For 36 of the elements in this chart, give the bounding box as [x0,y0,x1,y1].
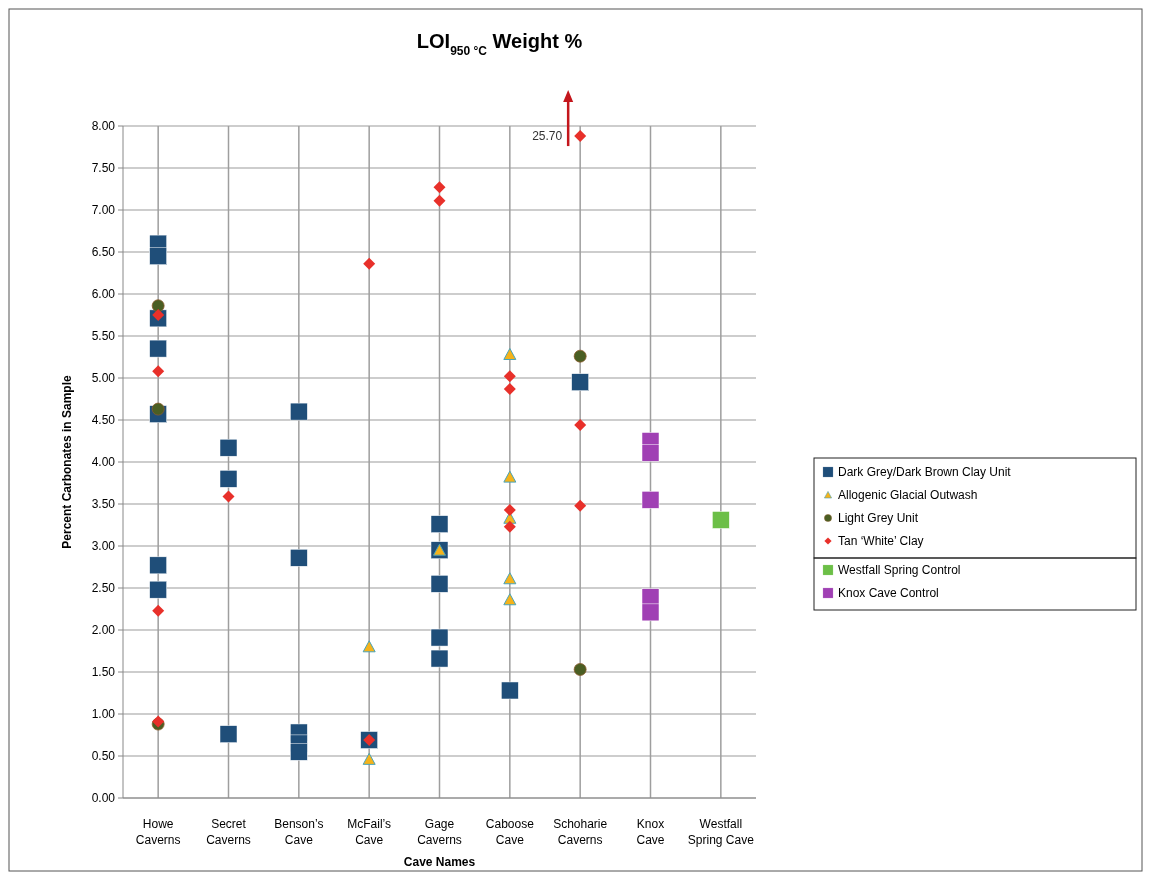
annotation: 25.70 [532,129,563,144]
y-tick-label: 0.00 [91,791,116,806]
x-tick-label: Schoharie Caverns [553,817,608,847]
y-tick-label: 1.00 [91,707,116,722]
legend-label: Westfall Spring Control [838,563,961,578]
x-tick-label: McFail’s Cave [347,817,392,847]
y-tick-label: 2.00 [91,623,116,638]
legend-label: Knox Cave Control [838,586,939,601]
y-tick-label: 0.50 [91,749,116,764]
x-tick-label: Howe Caverns [135,817,181,847]
y-tick-label: 3.50 [91,497,116,512]
x-tick-label: Gage Caverns [417,817,462,847]
y-tick-label: 7.50 [91,161,116,176]
x-tick-label: Caboose Cave [485,817,535,847]
x-tick-label: Knox Cave [636,817,665,847]
legend-label: Dark Grey/Dark Brown Clay Unit [838,465,1012,480]
y-tick-label: 4.50 [91,413,116,428]
y-tick-label: 7.00 [91,203,116,218]
legend-label: Allogenic Glacial Outwash [838,488,978,503]
y-tick-label: 4.00 [91,455,116,470]
legend-label: Tan ‘White’ Clay [838,534,924,549]
y-axis-title: Percent Carbonates in Sample [60,374,74,549]
y-tick-label: 5.50 [91,329,116,344]
y-tick-label: 5.00 [91,371,116,386]
x-tick-label: Westfall Spring Cave [687,817,755,847]
y-tick-label: 6.50 [91,245,116,260]
legend-label: Light Grey Unit [838,511,919,526]
y-tick-label: 3.00 [91,539,116,554]
x-axis-title: Cave Names [403,855,476,869]
y-tick-label: 1.50 [91,665,116,680]
y-tick-label: 6.00 [91,287,116,302]
y-tick-label: 8.00 [91,119,116,134]
x-tick-label: Benson’s Cave [274,817,324,847]
x-tick-label: Secret Caverns [206,817,251,847]
y-tick-label: 2.50 [91,581,116,596]
chart-title: LOI$_{950 °C}$ Weight % [416,30,583,58]
